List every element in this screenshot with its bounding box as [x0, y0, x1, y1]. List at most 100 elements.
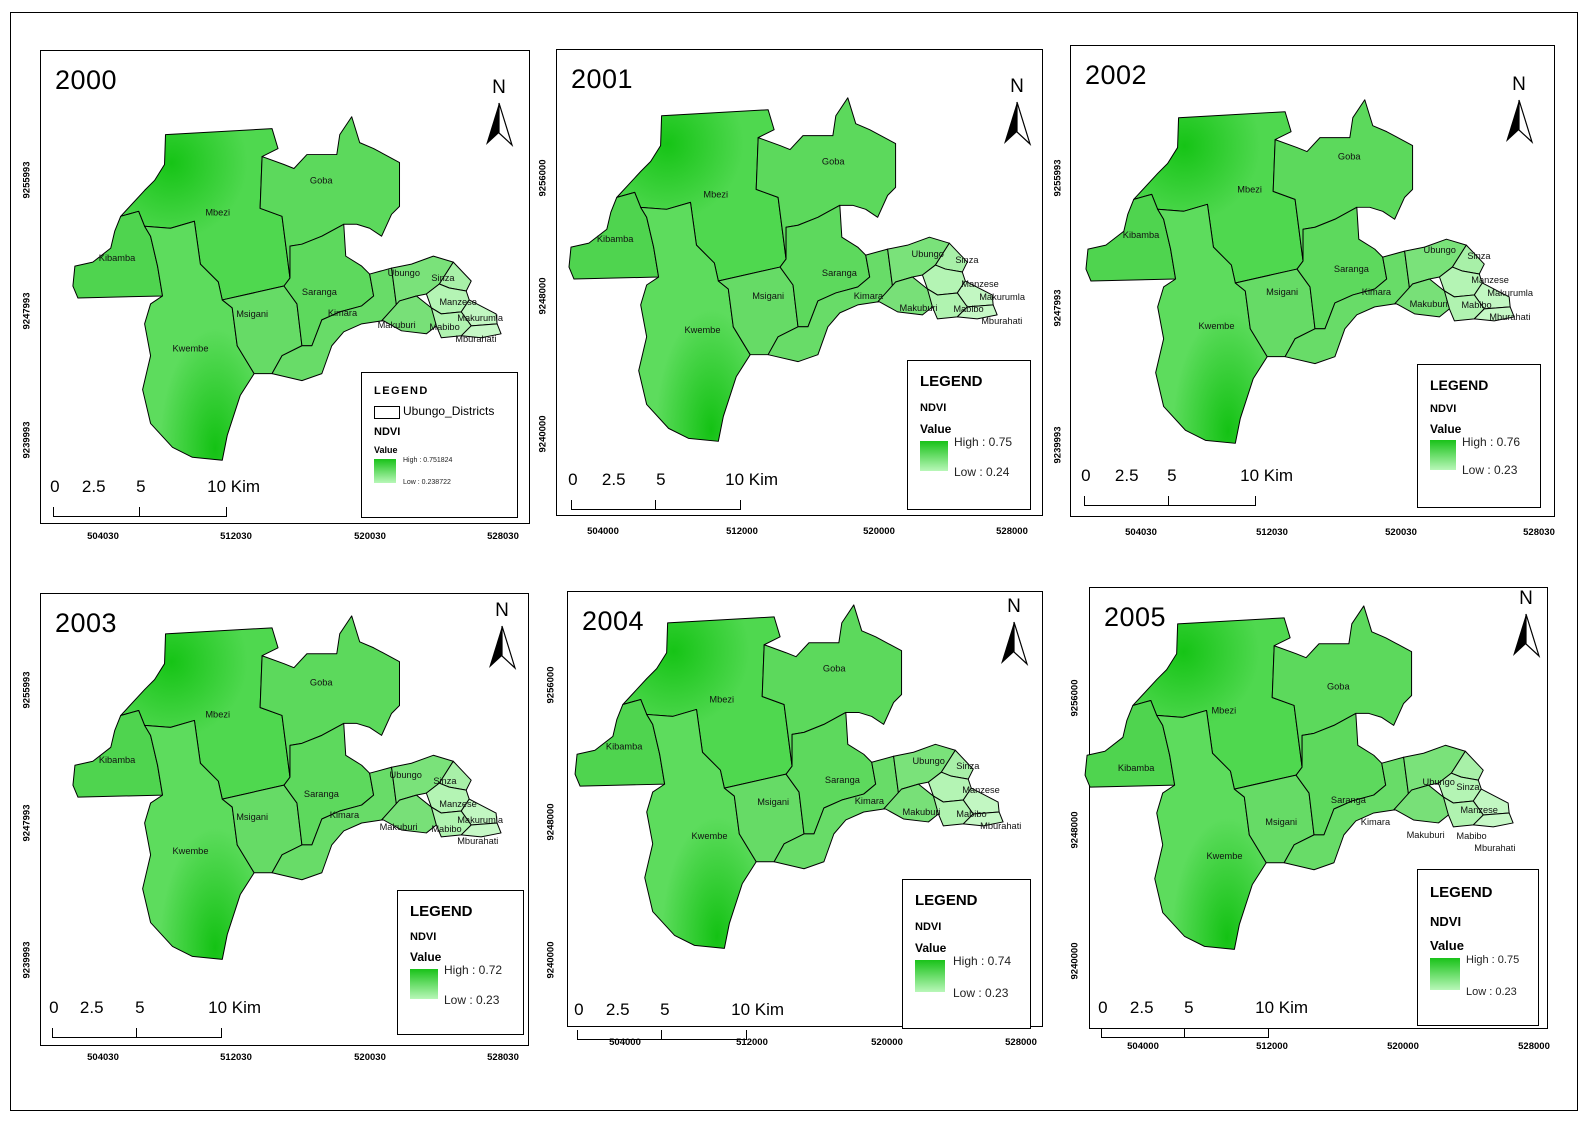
svg-text:Msigani: Msigani [757, 797, 789, 807]
svg-text:Kibamba: Kibamba [1118, 763, 1155, 773]
x-tick: 520030 [354, 531, 386, 542]
ndvi-map: Mbezi Goba Kibamba Kwembe Msigani Saranga K… [568, 97, 1026, 442]
svg-text:Kwembe: Kwembe [692, 831, 728, 841]
svg-text:Saranga: Saranga [304, 789, 340, 799]
map-panel-2003: Mbezi Goba Kibamba Kwembe Msigani Saranga K… [40, 593, 529, 1046]
year-label: 2004 [582, 606, 645, 636]
y-tick: 9256000 [1069, 679, 1081, 717]
x-tick: 528000 [996, 526, 1028, 537]
svg-text:Saranga: Saranga [1331, 795, 1367, 805]
x-tick: 504030 [87, 531, 119, 542]
svg-text:Manzese: Manzese [439, 297, 477, 307]
scale-bar: 0 2.5 5 10 Kim [1081, 466, 1293, 510]
x-tick: 528030 [1523, 527, 1555, 538]
ndvi-map: Mbezi Goba Kibamba Kwembe Msigani Saranga K… [574, 604, 1021, 949]
svg-text:Manzese: Manzese [1460, 805, 1498, 815]
north-arrow-icon [489, 625, 517, 670]
x-tick: 504000 [587, 526, 619, 537]
scale-bar: 0 2.5 5 10 Kim [574, 1000, 784, 1044]
svg-text:Mabibo: Mabibo [953, 304, 983, 314]
ndvi-map: Mbezi Goba Kibamba Kwembe Msigani Saranga K… [1085, 99, 1534, 444]
legend-box: LEGEND Ubungo_Districts NDVI Value High … [361, 372, 518, 518]
svg-text:Goba: Goba [310, 678, 333, 688]
svg-text:Makuburi: Makuburi [1407, 830, 1445, 840]
svg-text:Kwembe: Kwembe [172, 846, 208, 856]
svg-text:Mburahati: Mburahati [1474, 843, 1515, 853]
x-tick: 528000 [1518, 1041, 1550, 1052]
y-tick: 9255993 [1052, 159, 1064, 197]
north-arrow-icon [1506, 99, 1534, 144]
x-tick: 520030 [1385, 527, 1417, 538]
north-arrow-icon [1004, 101, 1032, 146]
svg-text:Ubungo: Ubungo [388, 268, 420, 278]
ndvi-map: Mbezi Goba Kibamba Kwembe Msigani Saranga K… [1084, 605, 1516, 950]
svg-text:Makuburi: Makuburi [380, 822, 418, 832]
svg-text:Kibamba: Kibamba [1123, 230, 1160, 240]
y-tick: 9240000 [545, 941, 557, 979]
y-tick: 9240000 [1069, 942, 1081, 980]
x-tick: 528030 [487, 1052, 519, 1063]
svg-text:Sinza: Sinza [1456, 782, 1480, 792]
map-panel-2001: Mbezi Goba Kibamba Kwembe Msigani Saranga K… [556, 49, 1043, 516]
svg-text:Manzese: Manzese [439, 799, 477, 809]
svg-text:Mburahati: Mburahati [455, 334, 496, 344]
svg-text:Kwembe: Kwembe [1198, 321, 1234, 331]
svg-text:Mabibo: Mabibo [1461, 300, 1491, 310]
svg-text:Mabibo: Mabibo [956, 809, 986, 819]
svg-text:Ubungo: Ubungo [913, 756, 945, 766]
svg-text:Mabibo: Mabibo [429, 322, 459, 332]
svg-text:Goba: Goba [1338, 152, 1361, 162]
svg-text:Mbezi: Mbezi [703, 189, 728, 199]
figure-frame [10, 12, 1578, 1111]
x-tick: 520000 [871, 1037, 903, 1048]
district-labels: Mbezi Goba Kibamba Kwembe Msigani Saranga K… [99, 175, 504, 353]
svg-text:Ubungo: Ubungo [1424, 245, 1456, 255]
y-tick: 9256000 [545, 666, 557, 704]
legend-box: LEGEND NDVI Value High : 0.72 Low : 0.23 [397, 890, 524, 1035]
district-labels: Mbezi Goba Kibamba Kwembe Msigani Saranga K… [1118, 682, 1516, 861]
svg-text:Mbezi: Mbezi [709, 694, 734, 704]
year-label: 2000 [55, 65, 118, 95]
map-panel-2000: Mbezi Goba Kibamba Kwembe Msigani Saranga K… [40, 50, 530, 524]
year-label: 2005 [1104, 602, 1167, 632]
x-tick: 504030 [1125, 527, 1157, 538]
svg-text:Mabibo: Mabibo [1456, 831, 1486, 841]
svg-text:Manzese: Manzese [1471, 275, 1509, 285]
y-tick: 9240000 [537, 415, 549, 453]
svg-text:Ubungo: Ubungo [390, 770, 422, 780]
y-tick: 9248000 [537, 277, 549, 315]
svg-text:Saranga: Saranga [822, 268, 858, 278]
district-labels: Mbezi Goba Kibamba Kwembe Msigani Saranga K… [1123, 152, 1534, 331]
svg-text:Kibamba: Kibamba [99, 253, 136, 263]
north-arrow: N [481, 77, 517, 157]
svg-text:Sinza: Sinza [1467, 251, 1491, 261]
y-tick: 9247993 [21, 804, 33, 842]
map-panel-2002: Mbezi Goba Kibamba Kwembe Msigani Saranga K… [1070, 45, 1555, 517]
district-labels: Mbezi Goba Kibamba Kwembe Msigani Saranga K… [99, 678, 504, 856]
x-tick: 512000 [1256, 1041, 1288, 1052]
svg-text:Mabibo: Mabibo [431, 824, 461, 834]
svg-text:Mburahati: Mburahati [980, 821, 1021, 831]
north-arrow: N [996, 596, 1032, 676]
svg-text:Mbezi: Mbezi [1211, 705, 1236, 715]
legend-box: LEGEND NDVI Value High : 0.74 Low : 0.23 [902, 879, 1031, 1029]
svg-text:Kibamba: Kibamba [597, 234, 634, 244]
district-labels: Mbezi Goba Kibamba Kwembe Msigani Saranga K… [597, 157, 1026, 335]
svg-text:Goba: Goba [310, 175, 333, 185]
svg-text:Makurumla: Makurumla [457, 313, 504, 323]
ndvi-map: Mbezi Goba Kibamba Kwembe Msigani Saranga K… [72, 116, 504, 461]
north-arrow-icon [1001, 621, 1029, 666]
x-tick: 520000 [863, 526, 895, 537]
x-tick: 520000 [1387, 1041, 1419, 1052]
legend-box: LEGEND NDVI Value High : 0.76 Low : 0.23 [1417, 364, 1541, 508]
y-tick: 9248000 [1069, 811, 1081, 849]
y-tick: 9239993 [21, 421, 33, 459]
svg-text:Makuburi: Makuburi [378, 320, 416, 330]
y-tick: 9255993 [21, 671, 33, 709]
y-tick: 9247993 [21, 292, 33, 330]
legend-box: LEGEND NDVI Value High : 0.75 Low : 0.24 [907, 360, 1031, 510]
svg-text:Kwembe: Kwembe [1207, 851, 1243, 861]
y-tick: 9255993 [21, 161, 33, 199]
scale-bar: 0 2.5 5 10 Kim [1098, 998, 1308, 1042]
svg-text:Goba: Goba [1327, 682, 1350, 692]
